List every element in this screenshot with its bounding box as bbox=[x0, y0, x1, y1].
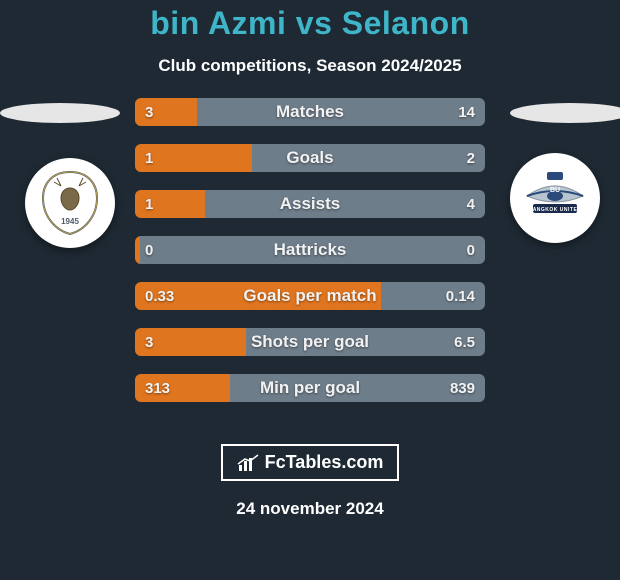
stat-bar-right-fill bbox=[197, 98, 485, 126]
stat-bar-left-fill bbox=[135, 144, 252, 172]
stat-bar-right-fill bbox=[140, 236, 485, 264]
stat-bar-right-fill bbox=[205, 190, 485, 218]
stat-bar-left-fill bbox=[135, 98, 197, 126]
stat-bar-left-fill bbox=[135, 374, 230, 402]
bangkok-united-icon: BANGKOK UNITED BU bbox=[519, 162, 591, 234]
page-title: bin Azmi vs Selanon bbox=[0, 5, 620, 42]
stat-bar-left-fill bbox=[135, 282, 381, 310]
team-badge-right: BANGKOK UNITED BU bbox=[510, 153, 600, 243]
svg-text:BANGKOK UNITED: BANGKOK UNITED bbox=[529, 207, 582, 213]
stat-row: Goals12 bbox=[135, 144, 485, 172]
stat-bar bbox=[135, 328, 485, 356]
team-badge-left: 1945 bbox=[25, 158, 115, 248]
stat-bar-left-fill bbox=[135, 190, 205, 218]
deer-crest-icon: 1945 bbox=[35, 168, 105, 238]
svg-text:BU: BU bbox=[550, 187, 560, 194]
stat-row: Assists14 bbox=[135, 190, 485, 218]
stat-row: Goals per match0.330.14 bbox=[135, 282, 485, 310]
stat-row: Shots per goal36.5 bbox=[135, 328, 485, 356]
footer-date: 24 november 2024 bbox=[0, 499, 620, 519]
stat-bar bbox=[135, 98, 485, 126]
player-head-oval-right bbox=[510, 103, 620, 123]
player-head-oval-left bbox=[0, 103, 120, 123]
brand-text: FcTables.com bbox=[265, 452, 384, 473]
stat-bar-right-fill bbox=[252, 144, 485, 172]
svg-text:1945: 1945 bbox=[61, 217, 79, 226]
stat-bar bbox=[135, 282, 485, 310]
stat-bar-left-fill bbox=[135, 328, 246, 356]
stat-bar bbox=[135, 190, 485, 218]
stats-bars: Matches314 Goals12 Assists14 Hattricks00 Goa… bbox=[135, 98, 485, 420]
stat-bar bbox=[135, 374, 485, 402]
stat-bar bbox=[135, 144, 485, 172]
stat-bar-right-fill bbox=[381, 282, 485, 310]
stat-row: Matches314 bbox=[135, 98, 485, 126]
stat-row: Min per goal313839 bbox=[135, 374, 485, 402]
brand-box: FcTables.com bbox=[221, 444, 400, 481]
stat-bar-right-fill bbox=[246, 328, 485, 356]
comparison-content: 1945 BANGKOK UNITED BU Matches314 Goals12… bbox=[0, 98, 620, 438]
subtitle: Club competitions, Season 2024/2025 bbox=[0, 56, 620, 76]
stat-row: Hattricks00 bbox=[135, 236, 485, 264]
comparison-card: bin Azmi vs Selanon Club competitions, S… bbox=[0, 0, 620, 580]
stat-bar-right-fill bbox=[230, 374, 485, 402]
chart-icon bbox=[237, 453, 259, 473]
stat-bar bbox=[135, 236, 485, 264]
site-brand: FcTables.com bbox=[0, 444, 620, 481]
